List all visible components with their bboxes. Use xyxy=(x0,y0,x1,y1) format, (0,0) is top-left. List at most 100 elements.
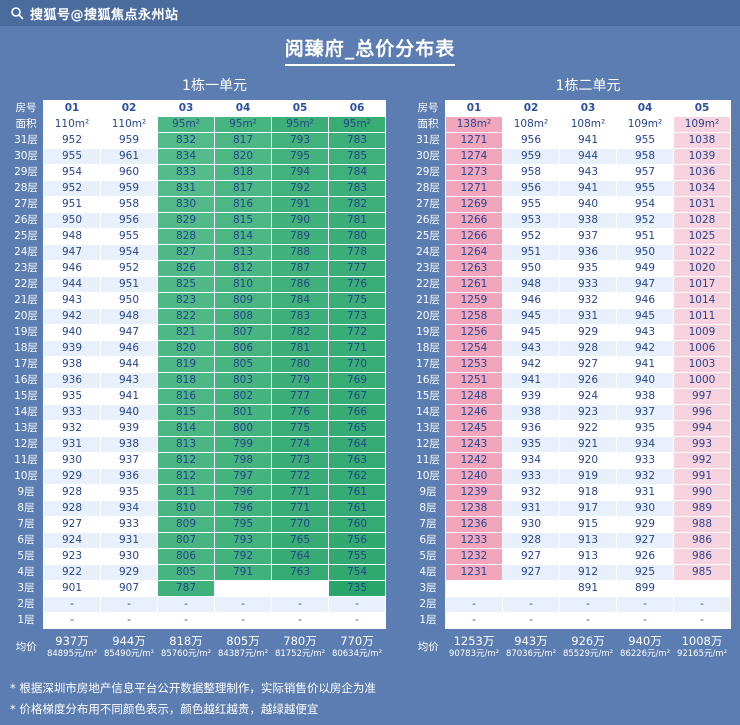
price-cell: 928 xyxy=(43,484,101,501)
price-cell: 934 xyxy=(502,452,560,469)
price-cell: 947 xyxy=(43,244,101,261)
price-cell: 915 xyxy=(559,516,617,533)
floor-label: 26层 xyxy=(416,214,440,227)
price-cell: - xyxy=(445,612,503,629)
price-cell: 1261 xyxy=(445,276,503,293)
price-cell: - xyxy=(559,612,617,629)
price-cell: 832 xyxy=(157,132,215,149)
price-cell: 807 xyxy=(214,324,272,341)
price-cell: 773 xyxy=(328,308,386,325)
price-cell: 1264 xyxy=(445,244,503,261)
average-price-cell: 780万 81752元/m² xyxy=(272,629,329,666)
price-cell: 1248 xyxy=(445,388,503,405)
price-cell: 940 xyxy=(616,372,674,389)
price-cell: 816 xyxy=(157,388,215,405)
price-cell: 939 xyxy=(502,388,560,405)
price-cell: 959 xyxy=(100,180,158,197)
floor-label: 4层 xyxy=(419,566,437,579)
price-cell: 936 xyxy=(559,244,617,261)
price-cell: 774 xyxy=(271,436,329,453)
average-price-unit: 85760元/m² xyxy=(160,649,212,659)
price-cell: 829 xyxy=(157,212,215,229)
price-cell: 1011 xyxy=(673,308,731,325)
price-cell: 944 xyxy=(100,356,158,373)
average-price-cell: 1008万 92165元/m² xyxy=(674,629,731,666)
price-cell: 817 xyxy=(214,132,272,149)
watermark-text: 搜狐号@搜狐焦点永州站 xyxy=(30,7,179,23)
price-cell: 958 xyxy=(100,196,158,213)
price-cell: 917 xyxy=(559,500,617,517)
price-cell: 949 xyxy=(616,260,674,277)
price-cell: - xyxy=(271,596,329,613)
average-price-wan: 805万 xyxy=(226,634,260,648)
column-header: 01 xyxy=(445,100,503,117)
price-cell: 920 xyxy=(559,452,617,469)
floor-label: 24层 xyxy=(416,246,440,259)
price-cell: 934 xyxy=(100,500,158,517)
tables-container: 1栋一单元 房号 01 02 03 04 05 06 面积 110m² 110m² 95m² 95m²… xyxy=(0,68,740,665)
price-cell: 1009 xyxy=(673,324,731,341)
price-cell: 1028 xyxy=(673,212,731,229)
column-header: 01 xyxy=(43,100,101,117)
price-cell: 950 xyxy=(502,260,560,277)
area-header: 面积 xyxy=(15,118,37,131)
price-cell: 803 xyxy=(214,372,272,389)
average-price-unit: 86226元/m² xyxy=(619,649,671,659)
area-cell: 95m² xyxy=(271,116,329,133)
price-cell: 935 xyxy=(100,484,158,501)
floor-label: 15层 xyxy=(14,390,38,403)
price-cell: 787 xyxy=(271,260,329,277)
floor-label: 17层 xyxy=(416,358,440,371)
price-cell: 771 xyxy=(271,500,329,517)
price-cell: 808 xyxy=(214,308,272,325)
price-cell: 1246 xyxy=(445,404,503,421)
price-cell: 941 xyxy=(616,356,674,373)
price-cell: 1266 xyxy=(445,228,503,245)
price-cell: 1031 xyxy=(673,196,731,213)
average-price-header: 均价 xyxy=(15,640,37,653)
price-cell: 950 xyxy=(43,212,101,229)
price-cell: 938 xyxy=(616,388,674,405)
unit1-section: 1栋一单元 房号 01 02 03 04 05 06 面积 110m² 110m² 95m² 95m²… xyxy=(9,68,386,665)
floor-label: 18层 xyxy=(416,342,440,355)
price-cell: 1242 xyxy=(445,452,503,469)
price-cell: 1232 xyxy=(445,548,503,565)
price-cell: 763 xyxy=(328,452,386,469)
price-cell: 1259 xyxy=(445,292,503,309)
price-cell: 777 xyxy=(328,260,386,277)
average-price-unit: 90783元/m² xyxy=(448,649,500,659)
price-cell: 765 xyxy=(271,532,329,549)
price-cell: 935 xyxy=(559,260,617,277)
price-cell: 901 xyxy=(43,580,101,597)
price-cell: 783 xyxy=(328,180,386,197)
floor-label: 21层 xyxy=(416,294,440,307)
price-cell: 773 xyxy=(271,452,329,469)
floor-label: 13层 xyxy=(416,422,440,435)
price-cell: 1020 xyxy=(673,260,731,277)
average-price-wan: 937万 xyxy=(55,634,89,648)
price-cell: 921 xyxy=(559,436,617,453)
price-cell: 989 xyxy=(673,500,731,517)
price-cell: 818 xyxy=(214,164,272,181)
price-cell: 771 xyxy=(271,484,329,501)
price-cell: 777 xyxy=(271,388,329,405)
price-cell: 931 xyxy=(43,436,101,453)
price-cell: - xyxy=(616,612,674,629)
price-cell: 809 xyxy=(157,516,215,533)
price-cell: 1256 xyxy=(445,324,503,341)
price-cell: 1000 xyxy=(673,372,731,389)
area-cell: 110m² xyxy=(43,116,101,133)
floor-label: 22层 xyxy=(416,278,440,291)
price-cell: 1271 xyxy=(445,180,503,197)
price-cell: 807 xyxy=(157,532,215,549)
price-cell: 960 xyxy=(100,164,158,181)
price-cell: - xyxy=(43,596,101,613)
area-cell: 110m² xyxy=(100,116,158,133)
price-cell: 945 xyxy=(502,324,560,341)
floor-label: 9层 xyxy=(17,486,35,499)
column-header: 02 xyxy=(100,100,158,117)
price-cell: 942 xyxy=(43,308,101,325)
price-cell: 775 xyxy=(328,292,386,309)
price-cell: 1003 xyxy=(673,356,731,373)
price-cell xyxy=(271,580,329,597)
